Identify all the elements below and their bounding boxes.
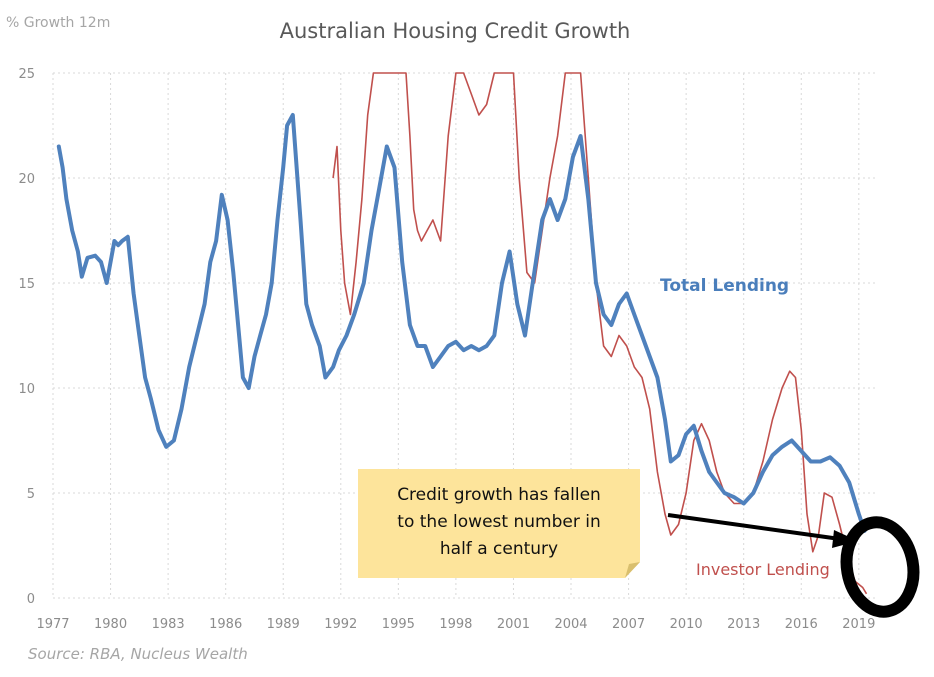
y-tick-label: 25 <box>18 67 35 82</box>
note-line-1: Credit growth has fallen <box>397 485 601 505</box>
source-note: Source: RBA, Nucleus Wealth <box>28 645 248 663</box>
y-tick-label: 5 <box>27 487 35 502</box>
x-tick-label: 2001 <box>497 617 530 632</box>
x-tick-label: 1977 <box>36 617 69 632</box>
x-tick-label: 1995 <box>382 617 415 632</box>
x-tick-label: 1983 <box>152 617 185 632</box>
y-axis-unit-label: % Growth 12m <box>6 15 110 31</box>
annotation-arrow-shaft <box>667 513 841 541</box>
series-line-investor-lending <box>332 72 868 595</box>
x-tick-label: 1998 <box>439 617 472 632</box>
x-tick-label: 1992 <box>324 617 357 632</box>
x-tick-label: 2013 <box>727 617 760 632</box>
x-tick-label: 1986 <box>209 617 242 632</box>
x-tick-label: 2010 <box>670 617 703 632</box>
note-line-2: to the lowest number in <box>397 512 600 532</box>
annotation-note: Credit growth has fallen to the lowest n… <box>358 469 640 578</box>
series-line-total-lending <box>56 113 867 533</box>
x-tick-label: 2019 <box>842 617 875 632</box>
annotation-arrow-head <box>832 530 858 548</box>
note-line-3: half a century <box>440 539 558 559</box>
y-tick-label: 20 <box>18 172 35 187</box>
series-label-total-lending: Total Lending <box>660 276 789 296</box>
y-tick-label: 15 <box>18 277 35 292</box>
x-axis: 1977 1980 1983 1986 1989 1992 1995 1998 2001 2004… <box>36 617 875 632</box>
annotation-circle <box>840 516 920 618</box>
chart-title: Australian Housing Credit Growth <box>280 19 631 43</box>
y-tick-label: 10 <box>18 382 35 397</box>
note-fold <box>625 562 640 578</box>
y-axis: 0 5 10 15 20 25 <box>18 67 35 607</box>
x-tick-label: 2007 <box>612 617 645 632</box>
note-card <box>358 469 640 578</box>
x-tick-label: 1980 <box>94 617 127 632</box>
series-label-investor-lending: Investor Lending <box>696 560 830 579</box>
x-tick-label: 2016 <box>785 617 818 632</box>
x-tick-label: 1989 <box>267 617 300 632</box>
x-tick-label: 2004 <box>554 617 587 632</box>
y-tick-label: 0 <box>27 592 35 607</box>
